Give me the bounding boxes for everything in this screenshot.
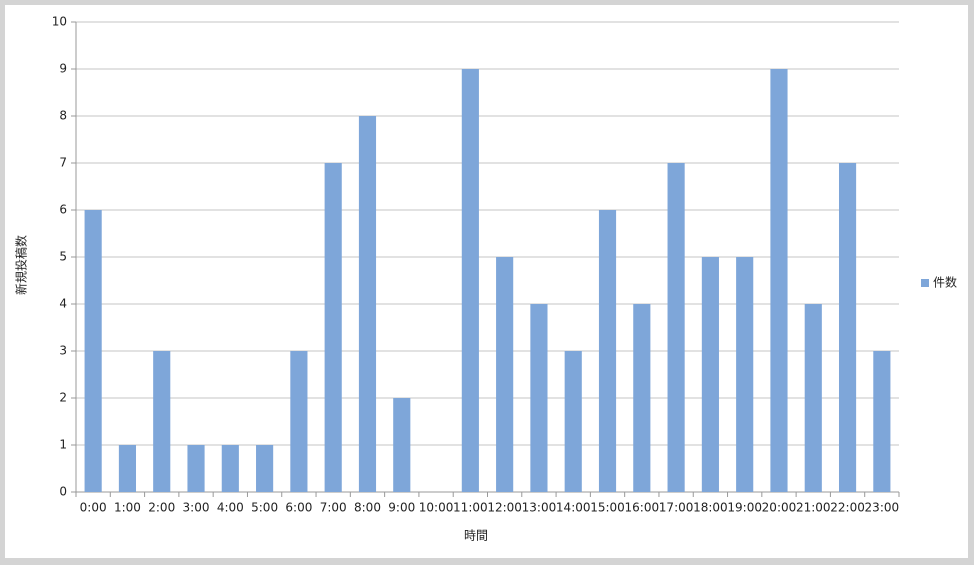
bar [187, 445, 205, 492]
x-tick-label: 18:00 [693, 501, 728, 515]
y-tick-label: 6 [59, 203, 67, 217]
bar [461, 69, 479, 492]
x-tick-label: 12:00 [487, 501, 522, 515]
x-tick-label: 19:00 [727, 501, 762, 515]
x-tick-label: 7:00 [320, 501, 347, 515]
y-tick-label: 5 [59, 250, 67, 264]
x-tick-label: 8:00 [354, 501, 381, 515]
y-tick-label: 0 [59, 485, 67, 499]
x-tick-label: 22:00 [830, 501, 865, 515]
x-tick-label: 4:00 [217, 501, 244, 515]
x-tick-label: 21:00 [796, 501, 831, 515]
y-tick-label: 7 [59, 156, 67, 170]
x-tick-label: 10:00 [419, 501, 454, 515]
bar [153, 351, 171, 492]
bar [256, 445, 274, 492]
bar [873, 351, 891, 492]
bar [221, 445, 239, 492]
x-tick-label: 23:00 [865, 501, 900, 515]
bar [633, 304, 651, 492]
y-tick-label: 9 [59, 62, 67, 76]
x-tick-label: 13:00 [522, 501, 557, 515]
bar [496, 257, 514, 492]
legend-swatch [921, 279, 929, 287]
bar [530, 304, 548, 492]
x-tick-label: 14:00 [556, 501, 591, 515]
y-axis-label: 新規投稿数 [14, 235, 29, 295]
x-tick-label: 2:00 [148, 501, 175, 515]
bar [667, 163, 685, 492]
x-tick-label: 1:00 [114, 501, 141, 515]
bar [804, 304, 822, 492]
x-tick-label: 20:00 [762, 501, 797, 515]
x-axis-label: 時間 [464, 529, 488, 543]
bar [118, 445, 137, 492]
x-tick-label: 16:00 [625, 501, 660, 515]
x-tick-label: 17:00 [659, 501, 694, 515]
x-tick-label: 6:00 [285, 501, 312, 515]
y-tick-label: 1 [59, 438, 67, 452]
x-tick-label: 0:00 [80, 501, 107, 515]
y-tick-label: 3 [59, 344, 67, 358]
y-tick-label: 2 [59, 391, 67, 405]
x-tick-label: 11:00 [453, 501, 488, 515]
legend-label: 件数 [933, 275, 957, 290]
chart-background [5, 5, 968, 558]
bar [84, 210, 102, 492]
bar [564, 351, 582, 492]
x-tick-label: 15:00 [590, 501, 625, 515]
x-tick-label: 5:00 [251, 501, 278, 515]
bar [736, 257, 754, 492]
x-tick-label: 9:00 [388, 501, 415, 515]
bar [838, 163, 857, 492]
bar [290, 351, 308, 492]
bar [770, 69, 788, 492]
bar [324, 163, 342, 492]
x-tick-label: 3:00 [183, 501, 210, 515]
bar [598, 210, 617, 492]
y-tick-label: 8 [59, 109, 67, 123]
y-tick-label: 4 [59, 297, 67, 311]
y-tick-label: 10 [52, 15, 67, 29]
bar [701, 257, 719, 492]
bar [393, 398, 411, 492]
bar [358, 116, 377, 492]
